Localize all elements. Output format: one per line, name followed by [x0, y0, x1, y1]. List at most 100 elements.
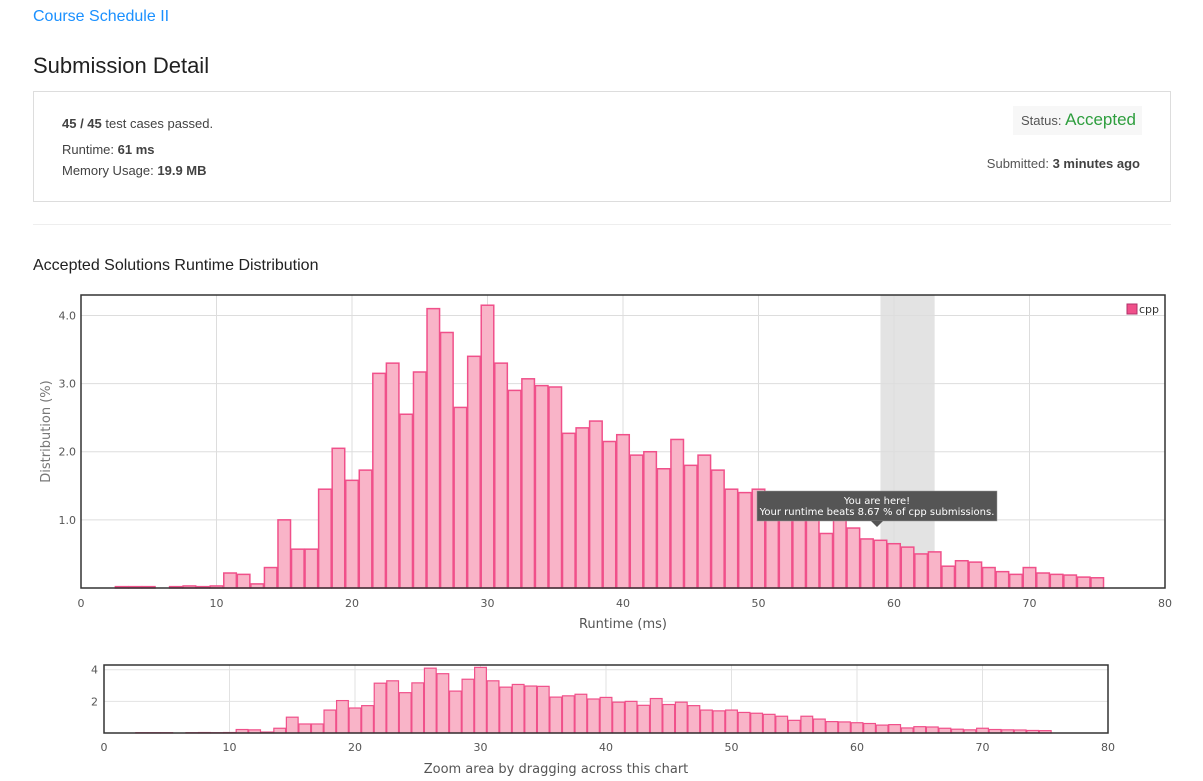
zoom-bar: [448, 690, 462, 734]
status-label: Status:: [1021, 113, 1062, 128]
bar: [304, 548, 319, 589]
x-tick-label: 30: [481, 597, 495, 610]
bar: [710, 469, 725, 589]
bar: [358, 469, 373, 589]
tooltip-pointer: [871, 521, 883, 527]
bar: [724, 488, 739, 589]
highlight-band: [880, 295, 935, 588]
bar: [317, 488, 332, 589]
zoom-navigator-chart[interactable]: 0 10 20 30 40 50 60 70 80 2 4 Zoom area by dragging…: [0, 655, 1203, 781]
zoom-bar: [436, 673, 450, 734]
runtime-label: Runtime:: [62, 142, 115, 157]
zoom-bar: [699, 709, 713, 734]
cases-passed-count: 45 / 45: [62, 116, 102, 131]
zoom-bar: [511, 683, 525, 734]
bar: [615, 433, 631, 589]
zoom-x-tick-label: 60: [850, 741, 864, 754]
bar: [548, 386, 563, 589]
test-cases-row: 45 / 45 test cases passed.: [62, 116, 213, 137]
tooltip-line-1: You are here!: [843, 496, 910, 507]
zoom-bar: [411, 682, 425, 734]
zoom-bar: [423, 667, 437, 734]
bar: [656, 468, 671, 589]
submission-stats: 45 / 45 test cases passed. Runtime: 61 m…: [62, 116, 213, 184]
zoom-y-tick-label: 2: [91, 695, 98, 708]
zoom-bar: [348, 707, 362, 734]
bar: [331, 447, 346, 589]
x-tick-label: 80: [1158, 597, 1172, 610]
bar: [236, 573, 251, 589]
zoom-bar: [662, 703, 676, 734]
runtime-row: Runtime: 61 ms: [62, 142, 213, 163]
problem-title-link[interactable]: Course Schedule II: [33, 8, 170, 25]
bar: [819, 532, 834, 589]
zoom-bar: [361, 705, 375, 734]
bar: [1022, 566, 1037, 589]
submitted-row: Submitted: 3 minutes ago: [987, 156, 1140, 171]
bar: [385, 362, 400, 589]
zoom-bar: [737, 711, 751, 734]
bar: [466, 355, 481, 589]
zoom-bar: [787, 719, 801, 734]
zoom-bar: [373, 682, 387, 734]
zoom-bar: [837, 721, 851, 734]
bar: [805, 515, 820, 589]
bar: [873, 539, 888, 589]
bar: [263, 566, 278, 589]
bar: [683, 464, 698, 589]
zoom-bar: [536, 685, 550, 734]
zoom-bar: [875, 724, 889, 734]
zoom-bar: [285, 716, 299, 734]
zoom-bar: [474, 666, 487, 734]
zoom-y-tick-label: 4: [91, 664, 98, 677]
bar: [697, 454, 712, 589]
bar: [507, 389, 522, 589]
bar: [941, 565, 956, 589]
x-tick-label: 40: [616, 597, 630, 610]
submitted-label: Submitted:: [986, 156, 1049, 171]
bar: [927, 551, 942, 589]
bar: [900, 546, 915, 589]
bar: [521, 378, 536, 589]
zoom-bar: [712, 710, 726, 734]
x-tick-label: 20: [345, 597, 359, 610]
zoom-bar: [323, 709, 337, 734]
bar: [439, 331, 454, 589]
bar: [737, 491, 752, 589]
zoom-x-tick-label: 80: [1101, 741, 1115, 754]
zoom-bar: [725, 709, 738, 734]
zoom-bar: [561, 695, 575, 734]
bar: [534, 384, 549, 589]
x-tick-label: 10: [210, 597, 224, 610]
zoom-bar: [913, 726, 927, 734]
bar: [914, 553, 929, 589]
bar: [995, 570, 1010, 589]
zoom-bar: [762, 713, 776, 734]
y-tick-label: 4.0: [59, 309, 77, 322]
bar: [453, 406, 468, 589]
zoom-bar: [398, 692, 412, 734]
zoom-bar: [888, 724, 902, 734]
y-tick-label: 2.0: [59, 446, 77, 459]
y-tick-label: 3.0: [59, 378, 77, 391]
zoom-bar: [298, 723, 312, 734]
zoom-bar: [386, 680, 400, 734]
bar: [494, 362, 509, 589]
bar: [561, 432, 576, 589]
bar: [1090, 577, 1105, 589]
bar: [588, 420, 603, 589]
bar: [670, 438, 685, 589]
bar: [412, 371, 427, 589]
zoom-bar: [812, 718, 826, 734]
runtime-value: 61 ms: [117, 142, 155, 157]
runtime-distribution-chart[interactable]: 0 10 20 30 40 50 60 70 80 1.0 2.0 3.0 4.0 Runtime (ms…: [0, 280, 1203, 640]
zoom-bar: [850, 722, 864, 734]
submission-summary-box: 45 / 45 test cases passed. Runtime: 61 m…: [33, 91, 1171, 202]
zoom-bar: [524, 685, 538, 734]
x-tick-label: 0: [78, 597, 85, 610]
bar: [1076, 576, 1091, 589]
bar: [886, 542, 902, 589]
bar: [859, 538, 874, 589]
zoom-bar: [687, 705, 701, 734]
zoom-x-tick-label: 40: [599, 741, 613, 754]
